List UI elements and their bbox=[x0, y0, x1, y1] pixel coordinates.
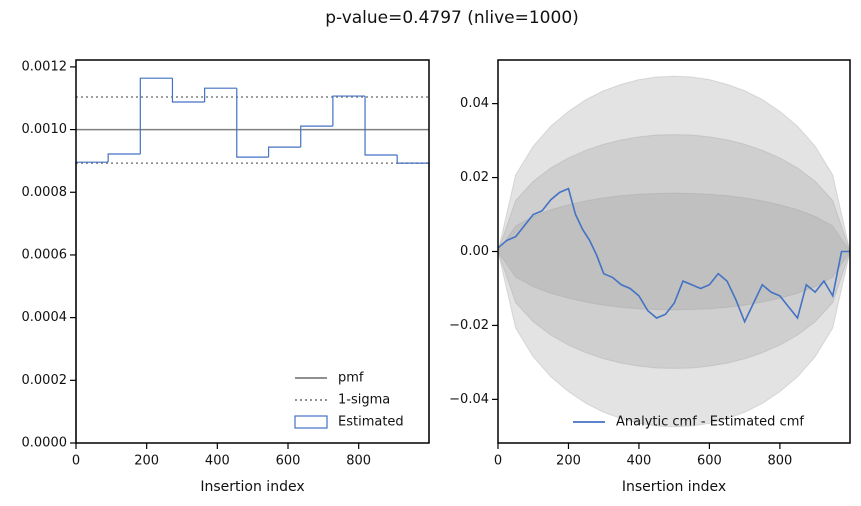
x-tick-label: 0 bbox=[494, 454, 502, 469]
histogram-bin bbox=[267, 146, 301, 158]
x-tick-label: 400 bbox=[205, 454, 230, 469]
legend-label: 1-sigma bbox=[338, 393, 390, 408]
y-tick-label: 0.02 bbox=[460, 170, 489, 185]
histogram-bin bbox=[75, 161, 109, 443]
x-tick-label: 0 bbox=[72, 454, 80, 469]
y-tick-label: 0.0006 bbox=[22, 247, 68, 262]
x-tick-label: 600 bbox=[276, 454, 301, 469]
histogram-bin bbox=[107, 153, 141, 163]
x-tick-label: 400 bbox=[627, 454, 652, 469]
histogram-bin bbox=[300, 125, 333, 148]
histogram-bin bbox=[236, 88, 269, 158]
y-tick-label: −0.04 bbox=[449, 392, 489, 407]
plot-area bbox=[75, 77, 430, 443]
histogram-bin bbox=[396, 154, 430, 443]
y-tick-label: 0.0000 bbox=[22, 436, 68, 451]
x-tick-label: 800 bbox=[346, 454, 371, 469]
legend-swatch bbox=[294, 415, 328, 429]
histogram-bin bbox=[364, 96, 398, 156]
y-tick-label: −0.02 bbox=[449, 318, 489, 333]
sigma-band bbox=[497, 192, 851, 311]
x-tick-label: 200 bbox=[556, 454, 581, 469]
histogram-bin bbox=[171, 78, 205, 103]
y-tick-label: 0.00 bbox=[460, 244, 489, 259]
data-line bbox=[497, 187, 850, 324]
histogram-bin bbox=[139, 77, 173, 155]
x-axis-label: Insertion index bbox=[622, 479, 726, 495]
y-tick-label: 0.0010 bbox=[22, 122, 68, 137]
histogram-bin bbox=[204, 87, 237, 102]
plot-area bbox=[497, 75, 851, 428]
x-tick-label: 800 bbox=[767, 454, 792, 469]
y-tick-label: 0.04 bbox=[460, 96, 489, 111]
y-tick-label: 0.0008 bbox=[22, 185, 68, 200]
x-axis-label: Insertion index bbox=[200, 479, 304, 495]
legend-label: Estimated bbox=[338, 415, 404, 430]
x-tick-label: 200 bbox=[134, 454, 159, 469]
legend-label: Analytic cmf - Estimated cmf bbox=[616, 415, 804, 430]
figure-title: p-value=0.4797 (nlive=1000) bbox=[325, 8, 579, 28]
axes-frame bbox=[75, 59, 430, 444]
y-tick-label: 0.0012 bbox=[22, 59, 68, 74]
x-tick-label: 600 bbox=[697, 454, 722, 469]
legend-label: pmf bbox=[338, 371, 364, 386]
histogram-bin bbox=[332, 95, 366, 127]
y-tick-label: 0.0004 bbox=[22, 310, 68, 325]
y-tick-label: 0.0002 bbox=[22, 373, 68, 388]
